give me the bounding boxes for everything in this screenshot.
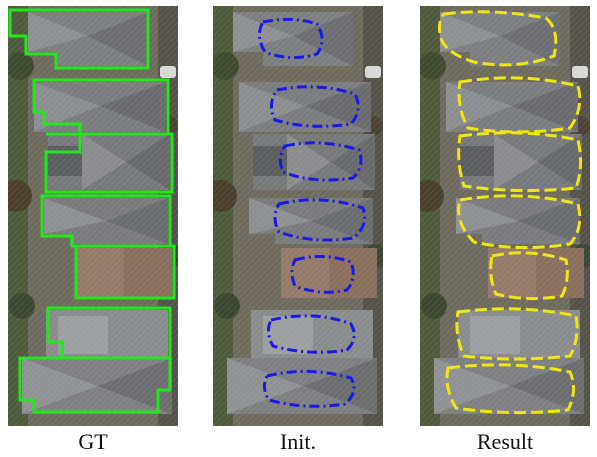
gt-outline <box>44 132 174 194</box>
result-outline <box>489 251 569 301</box>
result-outline <box>457 194 582 250</box>
result-outline <box>457 131 583 193</box>
gt-outline <box>32 78 170 136</box>
init-outline <box>278 141 363 182</box>
gt-outlines <box>8 8 176 414</box>
init-outline <box>258 17 324 59</box>
result-outline <box>457 76 582 134</box>
init-outline <box>290 255 355 294</box>
init-outline <box>273 198 367 242</box>
init-image-panel <box>213 6 383 426</box>
result-image-panel <box>420 6 590 426</box>
init-outline <box>266 314 356 354</box>
init-outlines <box>258 17 367 408</box>
result-outline <box>455 307 579 361</box>
result-caption: Result <box>476 429 534 454</box>
init-aerial-image <box>213 6 383 426</box>
result-outlines <box>438 10 583 415</box>
gt-outline <box>18 356 172 414</box>
result-outline <box>445 363 575 415</box>
gt-outline <box>40 194 172 248</box>
gt-outline <box>74 244 176 300</box>
result-outline <box>438 10 558 67</box>
result-aerial-image <box>420 6 590 426</box>
gt-outline <box>8 8 150 70</box>
init-outline <box>262 370 356 408</box>
gt-caption: GT <box>78 429 108 454</box>
gt-aerial-image <box>8 6 178 426</box>
init-caption: Init. <box>279 429 317 454</box>
gt-image-panel <box>8 6 178 426</box>
